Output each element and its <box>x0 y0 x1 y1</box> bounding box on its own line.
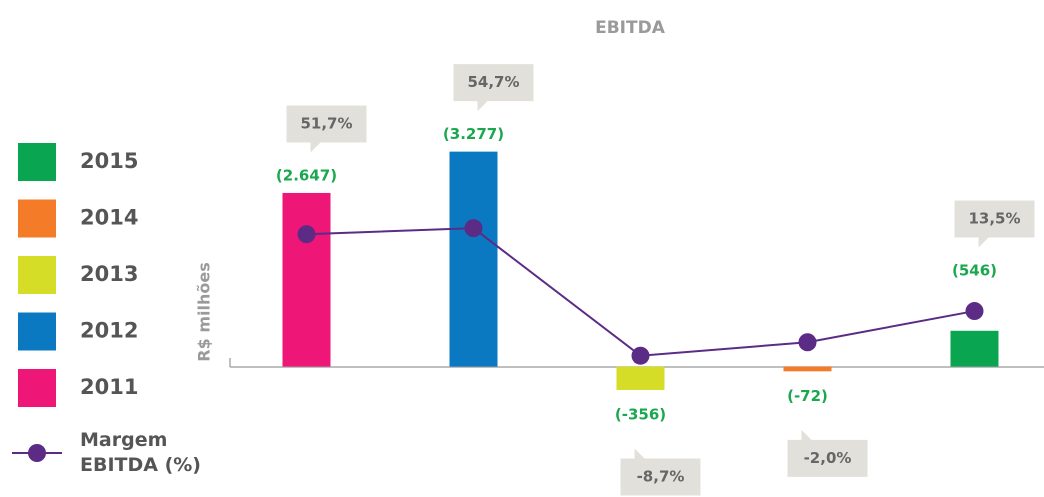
bar-value-label: (-356) <box>615 405 666 423</box>
margin-line <box>306 227 975 357</box>
callout-box <box>620 448 701 496</box>
margin-marker <box>464 219 483 238</box>
bar-value-label: (546) <box>952 262 997 280</box>
margin-label: -2,0% <box>804 449 852 467</box>
margin-label: 54,7% <box>467 73 519 91</box>
bar-value-label: (3.277) <box>443 125 504 143</box>
legend-label: Margem EBITDA (%) <box>80 429 201 476</box>
chart-title: EBITDA <box>595 18 666 38</box>
legend-label: 2013 <box>80 262 138 286</box>
legend-swatch <box>18 369 56 407</box>
legend-swatch <box>18 199 56 238</box>
legend-swatch <box>18 256 56 294</box>
bar-value-label: (-72) <box>787 387 828 405</box>
bar <box>616 366 665 390</box>
legend-label: 2012 <box>80 319 138 343</box>
legend-label: 2011 <box>80 375 138 399</box>
legend-marker <box>28 444 46 462</box>
margin-marker <box>297 225 316 244</box>
legend-label: 2014 <box>80 206 138 230</box>
callout-box <box>954 200 1035 248</box>
margin-label: -8,7% <box>637 467 685 485</box>
bar <box>950 330 999 367</box>
legend-label: 2015 <box>80 149 138 173</box>
y-axis-label: R$ milhões <box>195 262 214 361</box>
margin-marker <box>631 346 650 365</box>
legend-swatch <box>18 143 56 181</box>
legend-swatch <box>18 312 56 351</box>
bar-value-label: (2.647) <box>276 166 337 184</box>
callout-box <box>787 429 868 477</box>
bar <box>282 192 331 367</box>
margin-marker <box>965 302 984 321</box>
callout-box <box>453 64 534 112</box>
margin-label: 51,7% <box>300 114 352 132</box>
margin-marker <box>798 333 817 352</box>
callout-box <box>286 105 367 153</box>
bar <box>783 366 832 372</box>
bar <box>449 151 498 367</box>
margin-label: 13,5% <box>968 210 1020 228</box>
